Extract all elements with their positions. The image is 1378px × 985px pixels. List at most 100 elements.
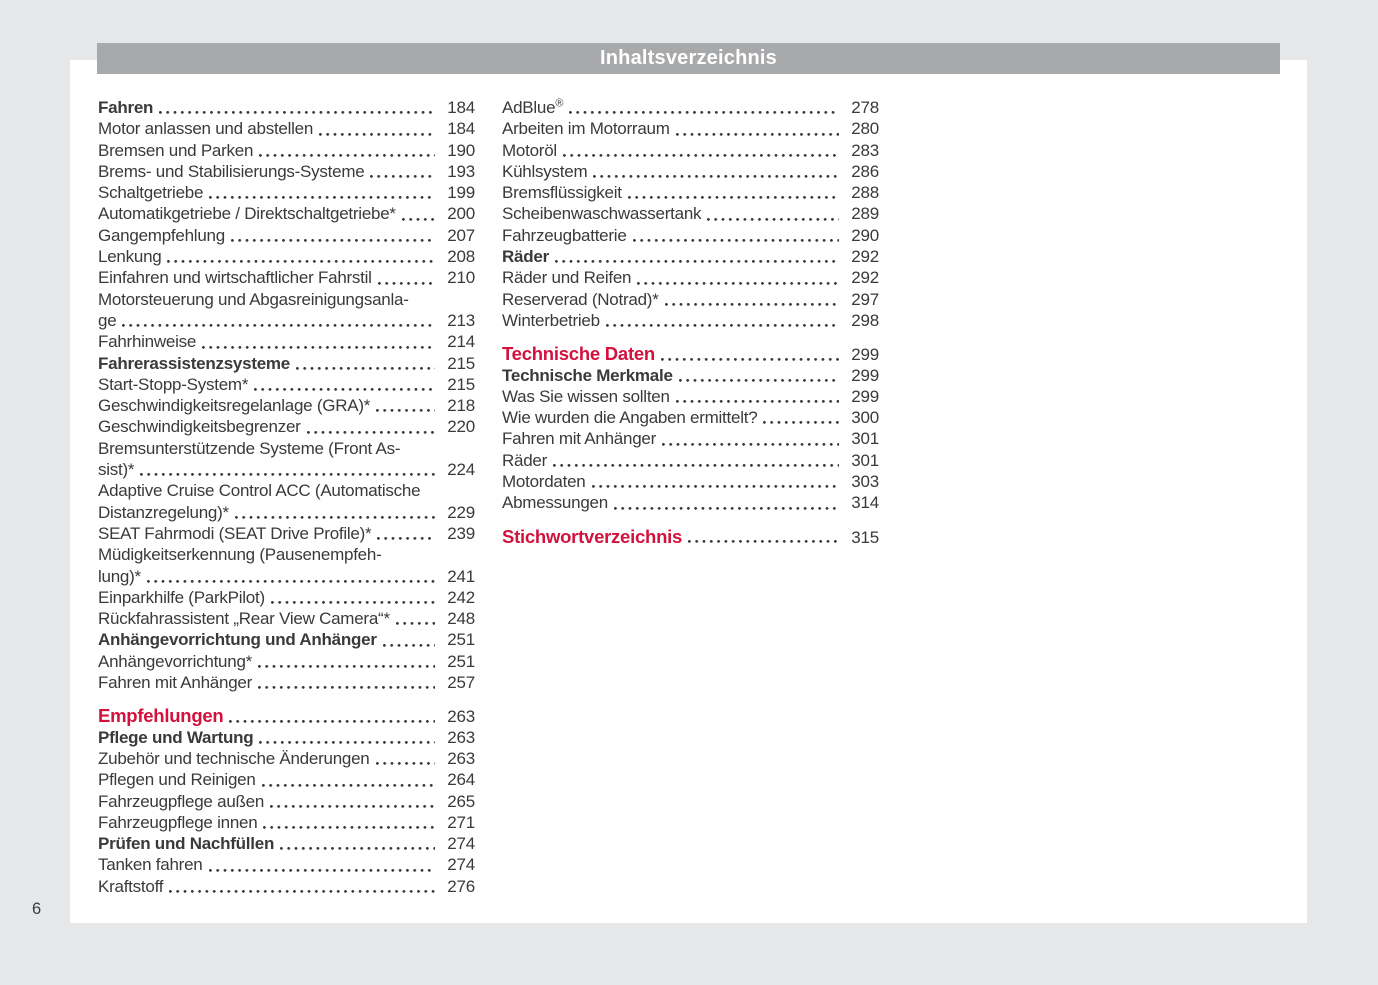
toc-entry-label: Geschwindigkeitsbegrenzer	[98, 417, 301, 437]
toc-dot-leader	[637, 279, 839, 286]
toc-entry-label: Motorsteuerung und Abgasreinigungsanla-	[98, 289, 409, 309]
toc-page-number: 288	[851, 183, 879, 203]
toc-dot-leader	[377, 279, 435, 286]
toc-entry-label: Fahrzeugpflege außen	[98, 791, 265, 811]
toc-entry: Müdigkeitserkennung (Pausenempfeh-lung)*…	[98, 544, 475, 587]
toc-entry-line: Kühlsystem 286	[502, 161, 879, 182]
toc-entry-label: Empfehlungen	[98, 705, 224, 727]
toc-page-number: 278	[851, 98, 879, 117]
toc-dot-leader	[593, 173, 839, 180]
page-number: 6	[32, 900, 42, 918]
toc-entry-label: ge	[98, 310, 117, 330]
toc-entry: SEAT Fahrmodi (SEAT Drive Profile)* 239	[98, 523, 475, 544]
toc-page-number: 301	[851, 450, 879, 470]
toc-entry: Prüfen und Nachfüllen 274	[98, 833, 475, 854]
toc-entry-label: Technische Daten	[502, 343, 655, 365]
toc-dot-leader	[375, 760, 435, 767]
toc-entry-label: Kraftstoff	[98, 876, 164, 896]
toc-entry-label: Räder und Reifen	[502, 268, 632, 288]
toc-dot-leader	[229, 717, 435, 724]
toc-entry-line: Wie wurden die Angaben ermittelt? 300	[502, 407, 879, 428]
toc-entry-line: Bremsflüssigkeit 288	[502, 182, 879, 203]
toc-page-number: 208	[447, 247, 475, 267]
toc-entry-line: Schaltgetriebe 199	[98, 182, 475, 203]
toc-entry: Fahren mit Anhänger 257	[98, 672, 475, 693]
toc-dot-leader	[627, 194, 839, 201]
toc-entry-line: SEAT Fahrmodi (SEAT Drive Profile)* 239	[98, 523, 475, 544]
toc-entry-line: Motoröl 283	[502, 140, 879, 161]
toc-entry-label: Fahren	[98, 98, 154, 117]
toc-page-number: 263	[447, 727, 475, 747]
toc-entry-line: Anhängevorrichtung* 251	[98, 651, 475, 672]
toc-entry-line: Einfahren und wirtschaftlicher Fahrstil 2…	[98, 267, 475, 288]
toc-page-number: 264	[447, 770, 475, 790]
toc-entry-label: Einparkhilfe (ParkPilot)	[98, 587, 265, 607]
toc-dot-leader	[591, 483, 839, 490]
toc-entry: Fahren mit Anhänger 301	[502, 428, 879, 449]
toc-page-number: 283	[851, 140, 879, 160]
toc-entry-line: Fahrzeugpflege innen 271	[98, 812, 475, 833]
toc-entry: AdBlue® 278	[502, 97, 879, 118]
toc-dot-leader	[261, 781, 435, 788]
toc-entry: Wie wurden die Angaben ermittelt? 300	[502, 407, 879, 428]
toc-page-number: 274	[447, 855, 475, 875]
toc-entry-label: Tanken fahren	[98, 855, 203, 875]
toc-entry-line: Motor anlassen und abstellen 184	[98, 118, 475, 139]
toc-entry: Bremsen und Parken 190	[98, 140, 475, 161]
toc-entry-label: Motordaten	[502, 472, 586, 492]
toc-entry: Technische Daten 299	[502, 343, 879, 364]
toc-dot-leader	[553, 462, 839, 469]
toc-page-number: 314	[851, 493, 879, 513]
toc-entry-label: Adaptive Cruise Control ACC (Automatisch…	[98, 481, 421, 501]
toc-entry-line: Arbeiten im Motorraum 280	[502, 118, 879, 139]
toc-entry-line: Einparkhilfe (ParkPilot) 242	[98, 587, 475, 608]
toc-dot-leader	[306, 428, 435, 435]
toc-entry-label: Müdigkeitserkennung (Pausenempfeh-	[98, 545, 382, 565]
toc-entry-label: Geschwindigkeitsregelanlage (GRA)*	[98, 396, 371, 416]
toc-entry-line: Fahrzeugpflege außen 265	[98, 791, 475, 812]
toc-dot-leader	[562, 151, 839, 158]
toc-entry-label: Fahrerassistenzsysteme	[98, 353, 291, 373]
toc-entry-line: Zubehör und technische Änderungen 263	[98, 748, 475, 769]
toc-page-number: 251	[447, 651, 475, 671]
toc-page-number: 299	[851, 345, 879, 365]
toc-page-number: 257	[447, 673, 475, 693]
toc-column-left: Fahren 184 Motor anlassen und abstellen 184…	[98, 97, 475, 897]
toc-entry: Schaltgetriebe 199	[98, 182, 475, 203]
toc-page-number: 289	[851, 204, 879, 224]
toc-entry-label: Lenkung	[98, 247, 162, 267]
toc-page-number: 276	[447, 876, 475, 896]
toc-page-number: 215	[447, 374, 475, 394]
toc-dot-leader	[319, 130, 435, 137]
toc-entry-label: Distanzregelung)*	[98, 502, 229, 522]
toc-page-number: 241	[447, 566, 475, 586]
toc-entry-line: Reserverad (Notrad)* 297	[502, 289, 879, 310]
toc-dot-leader	[280, 845, 435, 852]
toc-entry-label: Pflege und Wartung	[98, 727, 254, 747]
toc-entry-line: Start-Stopp-System* 215	[98, 374, 475, 395]
toc-entry-line: Distanzregelung)* 229	[98, 502, 475, 523]
toc-entry-label: Gangempfehlung	[98, 225, 225, 245]
toc-entry: Fahrzeugbatterie 290	[502, 225, 879, 246]
toc-entry-label: Motor anlassen und abstellen	[98, 119, 314, 139]
toc-dot-leader	[688, 537, 839, 544]
toc-entry-label: AdBlue®	[502, 97, 564, 117]
toc-header-bar: Inhaltsverzeichnis	[97, 43, 1280, 74]
toc-dot-leader	[569, 109, 839, 116]
toc-entry-label: Bremsflüssigkeit	[502, 183, 622, 203]
toc-entry-line: lung)* 241	[98, 566, 475, 587]
toc-dot-leader	[376, 407, 435, 414]
toc-dot-leader	[370, 173, 435, 180]
toc-entry-line: Abmessungen 314	[502, 492, 879, 513]
toc-dot-leader	[208, 866, 435, 873]
toc-page-number: 286	[851, 161, 879, 181]
toc-entry: Motoröl 283	[502, 140, 879, 161]
toc-entry: Zubehör und technische Änderungen 263	[98, 748, 475, 769]
toc-entry-label: Räder	[502, 450, 548, 470]
toc-page-number: 224	[447, 460, 475, 480]
toc-dot-leader	[382, 641, 435, 648]
toc-dot-leader	[707, 215, 839, 222]
toc-entry: Geschwindigkeitsbegrenzer 220	[98, 416, 475, 437]
registered-trademark-symbol: ®	[555, 97, 564, 110]
toc-entry-line: Bremsunterstützende Systeme (Front As-	[98, 438, 475, 459]
